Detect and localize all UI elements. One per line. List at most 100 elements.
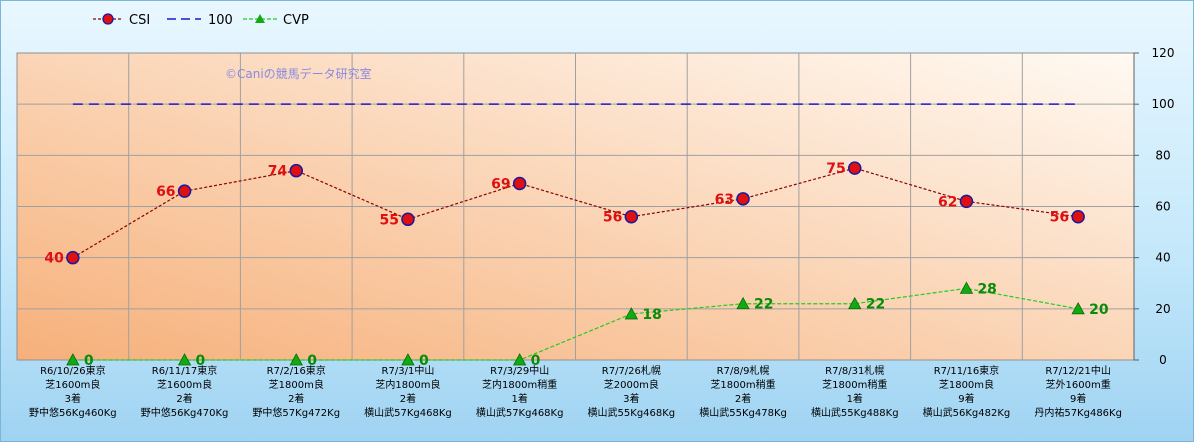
cvp-data-label: 20 — [1089, 302, 1109, 318]
csi-point — [624, 209, 639, 224]
cvp-point — [289, 353, 303, 366]
x-category-line: R6/11/17東京 — [152, 364, 218, 377]
x-category-line: 9着 — [1070, 392, 1086, 405]
y-tick-label: 40 — [1155, 251, 1170, 265]
csi-data-label: 56 — [1050, 210, 1069, 226]
y-tick-label: 20 — [1155, 302, 1170, 316]
csi-data-label: 69 — [491, 176, 510, 192]
legend-cvp-marker — [255, 14, 265, 23]
x-category-line: R6/10/26東京 — [40, 364, 106, 377]
legend: CSI 100 CVP — [93, 13, 309, 28]
cvp-data-label: 0 — [84, 353, 94, 369]
x-category-line: 横山武55Kg488Kg — [811, 406, 899, 419]
x-category-line: 芝1600m良 — [157, 378, 212, 391]
cvp-data-label: 0 — [419, 353, 429, 369]
x-category-line: R7/8/9札幌 — [717, 364, 770, 377]
x-category-line: 野中悠57Kg472Kg — [252, 406, 340, 419]
x-category-line: R7/11/16東京 — [934, 364, 1000, 377]
x-category-line: R7/3/1中山 — [382, 364, 435, 377]
x-category-line: R7/3/29中山 — [490, 364, 549, 377]
csi-point — [177, 184, 192, 198]
y-tick-label: 60 — [1155, 200, 1170, 214]
csi-point — [736, 192, 750, 206]
x-category-line: 芝1800m稍重 — [710, 378, 775, 391]
x-category-line: 3着 — [623, 392, 639, 405]
cvp-point — [848, 296, 862, 310]
x-category-line: 野中悠56Kg460Kg — [29, 406, 117, 419]
x-category-line: 丹内祐57Kg486Kg — [1034, 406, 1122, 419]
cvp-data-label: 28 — [977, 281, 996, 297]
x-category-line: 2着 — [288, 392, 304, 405]
legend-csi-label: CSI — [129, 13, 150, 28]
x-category-line: 横山武57Kg468Kg — [476, 406, 564, 419]
watermark: ©Caniの競馬データ研究室 — [225, 66, 372, 81]
x-category-line: 芝内1800m稍重 — [482, 378, 557, 391]
x-category-line: 2着 — [176, 392, 192, 405]
csi-data-label: 74 — [268, 164, 288, 180]
x-category-line: 横山武57Kg468Kg — [364, 406, 452, 419]
cvp-point — [624, 307, 639, 320]
x-category-line: 9着 — [958, 392, 974, 405]
x-category-line: 1着 — [511, 392, 527, 405]
x-category-line: 1着 — [847, 392, 863, 405]
series-csi-line — [72, 167, 1079, 259]
x-category-line: R7/7/26札幌 — [602, 364, 661, 377]
cvp-data-label: 0 — [531, 353, 541, 369]
x-category-line: 野中悠56Kg470Kg — [141, 406, 229, 419]
x-axis: R6/10/26東京芝1600m良3着野中悠56Kg460KgR6/11/17東… — [29, 364, 1122, 419]
csi-point — [848, 161, 862, 175]
legend-item-cvp: CVP — [243, 13, 309, 28]
y-tick-label: 100 — [1152, 97, 1175, 111]
cvp-point — [512, 353, 527, 366]
csi-data-label: 63 — [715, 192, 734, 208]
csi-point — [66, 250, 80, 265]
cvp-data-label: 0 — [307, 353, 317, 369]
legend-item-100: 100 — [167, 13, 233, 28]
x-category-line: 芝1800m良 — [939, 378, 994, 391]
y-axis: 0 20 40 60 80 100 120 — [1133, 46, 1175, 367]
cvp-point — [401, 353, 415, 366]
cvp-point — [736, 296, 750, 310]
csi-point — [512, 176, 527, 191]
cvp-data-label: 22 — [866, 297, 885, 313]
csi-data-label: 40 — [44, 251, 64, 267]
cvp-point — [66, 353, 80, 366]
x-category-line: 横山武55Kg478Kg — [699, 406, 787, 419]
legend-cvp-label: CVP — [283, 13, 309, 28]
cvp-point — [177, 353, 192, 366]
y-tick-label: 120 — [1152, 46, 1175, 60]
csi-data-label: 56 — [603, 210, 622, 226]
x-category-line: 芝1800m稍重 — [822, 378, 887, 391]
series-cvp-line — [72, 287, 1079, 361]
csi-point — [1071, 209, 1085, 224]
cvp-data-label: 18 — [642, 307, 661, 323]
x-category-line: R7/2/16東京 — [267, 364, 326, 377]
x-category-line: 横山武55Kg468Kg — [588, 406, 676, 419]
y-tick-label: 0 — [1159, 353, 1167, 367]
csi-data-label: 62 — [938, 194, 957, 210]
legend-100-label: 100 — [208, 13, 233, 28]
x-category-line: 芝内1800m良 — [375, 378, 440, 391]
cvp-point — [959, 281, 974, 294]
y-tick-label: 80 — [1155, 148, 1170, 162]
csi-data-label: 66 — [156, 184, 175, 200]
x-category-line: 横山武56Kg482Kg — [923, 406, 1011, 419]
x-category-line: 芝2000m良 — [604, 378, 659, 391]
csi-data-label: 75 — [826, 161, 845, 177]
cvp-data-label: 22 — [754, 297, 773, 313]
csi-point — [959, 194, 974, 209]
cvp-point — [1071, 301, 1085, 315]
x-category-line: 芝1800m良 — [269, 378, 324, 391]
legend-item-csi: CSI — [93, 13, 150, 28]
